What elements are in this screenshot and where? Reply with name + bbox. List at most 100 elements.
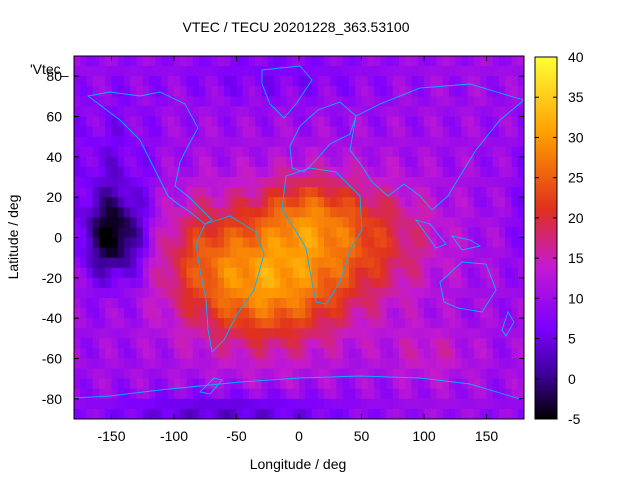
heatmap-cell (455, 398, 463, 410)
heatmap-cell (86, 328, 94, 339)
heatmap-cell (492, 277, 500, 289)
heatmap-cell (199, 348, 206, 360)
heatmap-cell (149, 398, 156, 410)
heatmap-cell (136, 368, 144, 380)
heatmap-cell (330, 257, 338, 269)
heatmap-cell (217, 408, 225, 419)
heatmap-cell (261, 197, 269, 208)
heatmap-cell (167, 217, 175, 229)
heatmap-cell (92, 388, 100, 400)
heatmap-cell (249, 156, 256, 168)
heatmap-cell (386, 166, 394, 178)
heatmap-cell (217, 247, 225, 259)
heatmap-cell (286, 408, 294, 419)
heatmap-cell (261, 247, 269, 259)
heatmap-cell (86, 368, 94, 380)
heatmap-cell (99, 328, 106, 339)
heatmap-cell (205, 56, 213, 67)
heatmap-cell (186, 217, 194, 229)
heatmap-cell (180, 126, 188, 138)
heatmap-cell (111, 408, 119, 419)
heatmap-cell (124, 348, 131, 360)
heatmap-cell (211, 338, 219, 350)
heatmap-cell (80, 237, 88, 249)
heatmap-cell (142, 166, 150, 178)
heatmap-cell (205, 318, 213, 329)
heatmap-cell (317, 156, 325, 168)
heatmap-cell (480, 106, 488, 118)
heatmap-cell (367, 187, 375, 198)
heatmap-cell (455, 136, 463, 148)
heatmap-cell (136, 146, 144, 158)
heatmap-cell (80, 408, 88, 419)
heatmap-cell (380, 358, 388, 370)
heatmap-cell (236, 86, 244, 97)
heatmap-cell (136, 166, 144, 178)
heatmap-cell (242, 76, 250, 87)
heatmap-cell (174, 328, 181, 339)
heatmap-cell (342, 217, 350, 229)
heatmap-cell (505, 177, 513, 188)
heatmap-cell (155, 207, 163, 218)
heatmap-cell (149, 96, 156, 108)
heatmap-cell (180, 66, 188, 77)
heatmap-cell (336, 328, 344, 339)
heatmap-cell (436, 267, 444, 279)
heatmap-cell (455, 146, 463, 158)
heatmap-cell (180, 207, 188, 218)
heatmap-cell (111, 136, 119, 148)
heatmap-cell (355, 116, 363, 128)
heatmap-cell (299, 408, 306, 419)
heatmap-cell (92, 207, 100, 218)
heatmap-cell (161, 398, 169, 410)
heatmap-cell (111, 368, 119, 380)
heatmap-cell (480, 116, 488, 128)
heatmap-cell (511, 116, 519, 128)
heatmap-cell (155, 177, 163, 188)
heatmap-cell (286, 166, 294, 178)
heatmap-cell (211, 237, 219, 249)
heatmap-cell (249, 267, 256, 279)
heatmap-cell (461, 56, 469, 67)
heatmap-cell (80, 308, 88, 319)
heatmap-cell (405, 227, 413, 239)
heatmap-cell (230, 308, 238, 319)
heatmap-cell (436, 156, 444, 168)
heatmap-cell (499, 298, 506, 309)
heatmap-cell (436, 86, 444, 97)
heatmap-cell (280, 348, 288, 360)
heatmap-cell (480, 177, 488, 188)
heatmap-cell (274, 398, 281, 410)
heatmap-cell (174, 398, 181, 410)
heatmap-cell (355, 277, 363, 289)
heatmap-cell (92, 156, 100, 168)
heatmap-cell (449, 388, 456, 400)
heatmap-cell (280, 257, 288, 269)
heatmap-cell (386, 146, 394, 158)
heatmap-cell (492, 237, 500, 249)
heatmap-cell (392, 86, 400, 97)
heatmap-cell (186, 237, 194, 249)
heatmap-cell (311, 156, 319, 168)
heatmap-cell (242, 116, 250, 128)
heatmap-cell (480, 96, 488, 108)
heatmap-cell (205, 237, 213, 249)
heatmap-cell (411, 308, 419, 319)
heatmap-cell (217, 368, 225, 380)
heatmap-cell (136, 227, 144, 239)
heatmap-cell (367, 358, 375, 370)
heatmap-cell (242, 358, 250, 370)
heatmap-cell (180, 106, 188, 118)
heatmap-cell (286, 237, 294, 249)
heatmap-cell (430, 187, 438, 198)
heatmap-cell (130, 156, 138, 168)
heatmap-cell (236, 166, 244, 178)
heatmap-cell (517, 358, 524, 370)
heatmap-cell (311, 358, 319, 370)
heatmap-cell (167, 277, 175, 289)
heatmap-cell (461, 96, 469, 108)
heatmap-cell (386, 368, 394, 380)
heatmap-cell (217, 257, 225, 269)
heatmap-cell (511, 76, 519, 87)
heatmap-cell (186, 298, 194, 309)
